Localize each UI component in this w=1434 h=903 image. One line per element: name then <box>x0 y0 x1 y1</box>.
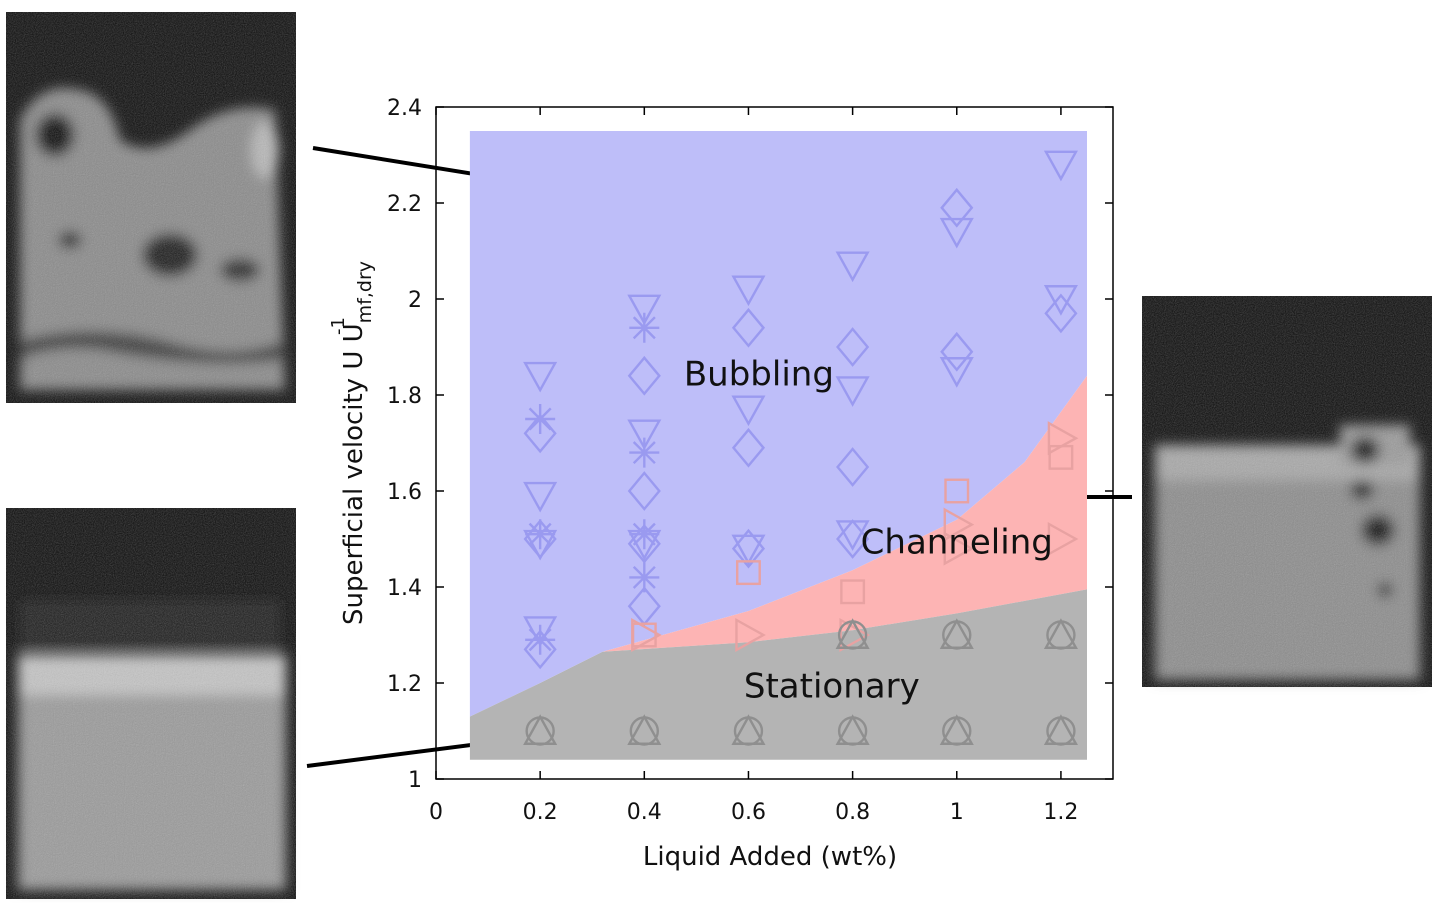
x-tick-label: 1 <box>950 800 964 825</box>
data-point-diamond <box>731 528 766 569</box>
data-point-triangle-down <box>523 481 558 513</box>
data-point-circle <box>837 716 868 746</box>
data-point-circle <box>837 620 868 650</box>
data-point-diamond <box>523 629 557 670</box>
y-tick-label: 1 <box>408 768 422 793</box>
data-point-triangle-down <box>627 419 662 451</box>
y-axis-label: Superficial velocity U Umf,dry-1 <box>328 261 376 625</box>
data-point-diamond <box>836 519 870 559</box>
data-point-triangle-down <box>627 294 662 326</box>
data-point-triangle-down <box>835 376 870 407</box>
region-stationary <box>469 589 1087 760</box>
data-point-triangle-right <box>1047 421 1079 456</box>
data-point-triangle-down <box>731 395 766 427</box>
plot-area: Bubbling Channeling Stationary 0 0.2 0.4 0.6 0… <box>387 96 1114 825</box>
data-point-star <box>629 312 660 343</box>
data-point-circle <box>525 716 555 746</box>
data-point-diamond <box>731 307 766 348</box>
data-point-diamond <box>1044 293 1078 334</box>
mri-image-bubbling <box>6 12 296 403</box>
y-tick-label: 2.4 <box>387 96 422 121</box>
data-point-triangle-down <box>835 251 870 283</box>
data-point-triangle-right <box>839 617 871 653</box>
data-point-diamond <box>627 523 661 564</box>
data-point-triangle-down <box>731 275 766 307</box>
data-point-triangle-right <box>943 531 975 566</box>
y-tick-label: 1.6 <box>387 480 422 505</box>
data-point-triangle-down <box>1043 150 1078 182</box>
region-bubbling <box>469 131 1087 717</box>
y-tick-label: 1.8 <box>387 384 422 409</box>
data-point-star <box>525 624 556 655</box>
data-point-diamond <box>627 471 661 511</box>
y-tick-label: 1.2 <box>387 672 422 697</box>
region-label-channeling: Channeling <box>861 522 1053 562</box>
x-tick-label: 0.2 <box>523 800 558 825</box>
x-tick-label: 0.6 <box>731 800 766 825</box>
data-point-triangle-down <box>523 361 558 393</box>
data-point-diamond <box>836 447 870 487</box>
x-tick-label: 0 <box>429 800 443 825</box>
y-tick-label: 2 <box>408 288 422 313</box>
data-point-triangle-right <box>1047 521 1079 557</box>
data-point-circle <box>629 716 660 746</box>
data-point-triangle-down <box>731 534 766 566</box>
data-point-diamond <box>836 327 870 367</box>
data-point-star <box>629 519 660 550</box>
data-point-circle <box>942 716 972 746</box>
data-point-square <box>944 478 970 504</box>
x-tick-label: 0.8 <box>835 800 870 825</box>
data-point-square <box>736 560 761 586</box>
region-label-bubbling: Bubbling <box>684 354 834 394</box>
data-point-triangle-right <box>735 617 766 653</box>
plot-frame <box>435 106 1114 780</box>
x-tick-label: 1.2 <box>1043 800 1078 825</box>
data-point-star <box>525 519 556 550</box>
mri-image-channeling <box>1142 296 1432 687</box>
data-point-diamond <box>731 427 766 468</box>
data-point-circle <box>733 716 764 746</box>
data-point-triangle-down <box>1043 285 1078 316</box>
data-point-diamond <box>627 355 661 396</box>
region-channeling <box>602 375 1087 652</box>
x-axis-label: Liquid Added (wt%) <box>643 842 897 872</box>
mri-image-stationary <box>6 508 296 899</box>
data-point-circle <box>1046 620 1076 650</box>
y-tick-label: 1.4 <box>387 576 422 601</box>
data-point-star <box>629 437 660 468</box>
data-point-diamond <box>940 331 974 372</box>
y-tick-label: 2.2 <box>387 192 422 217</box>
data-point-circle <box>942 620 972 650</box>
data-point-circle <box>1046 716 1076 746</box>
x-tick-label: 0.4 <box>627 800 662 825</box>
data-point-diamond <box>940 187 974 228</box>
data-point-star <box>629 562 660 593</box>
data-point-triangle-right <box>943 507 975 542</box>
region-label-stationary: Stationary <box>744 666 920 706</box>
data-point-triangle-right <box>631 617 662 653</box>
data-point-triangle-down <box>939 217 974 249</box>
data-point-star <box>525 404 556 434</box>
data-point-square <box>840 579 866 605</box>
data-point-triangle-down <box>939 357 974 388</box>
